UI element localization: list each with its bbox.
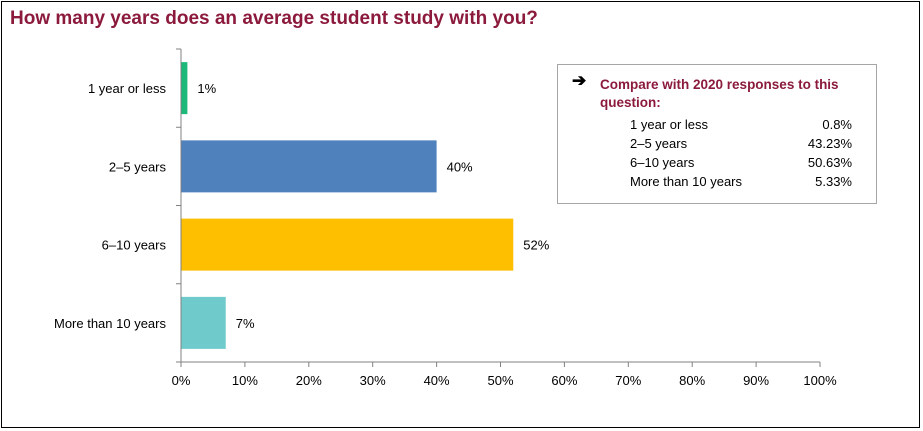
chart-title: How many years does an average student s… bbox=[10, 8, 538, 29]
x-tick-label: 90% bbox=[743, 373, 769, 388]
x-tick-label: 60% bbox=[551, 373, 577, 388]
bar bbox=[181, 296, 226, 349]
comparison-row-label: 1 year or less bbox=[630, 117, 709, 132]
comparison-title: Compare with 2020 responses to this ques… bbox=[600, 77, 839, 110]
comparison-rows: 1 year or less 0.8% 2–5 years 43.23% 6–1… bbox=[630, 117, 852, 193]
category-label: 2–5 years bbox=[109, 159, 167, 174]
comparison-row-value: 5.33% bbox=[815, 174, 852, 189]
category-label: 1 year or less bbox=[88, 81, 167, 96]
comparison-row: More than 10 years 5.33% bbox=[630, 174, 852, 193]
x-tick-label: 10% bbox=[232, 373, 258, 388]
x-tick-label: 0% bbox=[172, 373, 191, 388]
x-tick-label: 80% bbox=[679, 373, 705, 388]
category-label: More than 10 years bbox=[54, 316, 167, 331]
value-label: 40% bbox=[447, 159, 473, 174]
x-tick-label: 20% bbox=[296, 373, 322, 388]
bar bbox=[181, 62, 188, 115]
comparison-row-value: 50.63% bbox=[807, 155, 852, 170]
comparison-row-value: 0.8% bbox=[822, 117, 852, 132]
value-label: 52% bbox=[523, 238, 549, 253]
comparison-row: 2–5 years 43.23% bbox=[630, 136, 852, 155]
arrow-right-icon: ➔ bbox=[572, 71, 587, 90]
value-label: 7% bbox=[236, 316, 255, 331]
x-tick-label: 30% bbox=[360, 373, 386, 388]
bar bbox=[181, 218, 514, 271]
category-label: 6–10 years bbox=[102, 238, 167, 253]
x-tick-label: 70% bbox=[615, 373, 641, 388]
x-tick-label: 50% bbox=[487, 373, 513, 388]
comparison-box: ➔ Compare with 2020 responses to this qu… bbox=[557, 64, 877, 204]
value-label: 1% bbox=[197, 81, 216, 96]
comparison-row-label: 6–10 years bbox=[630, 155, 695, 170]
bar bbox=[181, 140, 437, 193]
x-tick-label: 100% bbox=[803, 373, 837, 388]
comparison-row-label: More than 10 years bbox=[630, 174, 743, 189]
comparison-row-value: 43.23% bbox=[807, 136, 852, 151]
comparison-row: 6–10 years 50.63% bbox=[630, 155, 852, 174]
comparison-row: 1 year or less 0.8% bbox=[630, 117, 852, 136]
comparison-row-label: 2–5 years bbox=[630, 136, 688, 151]
x-tick-label: 40% bbox=[424, 373, 450, 388]
